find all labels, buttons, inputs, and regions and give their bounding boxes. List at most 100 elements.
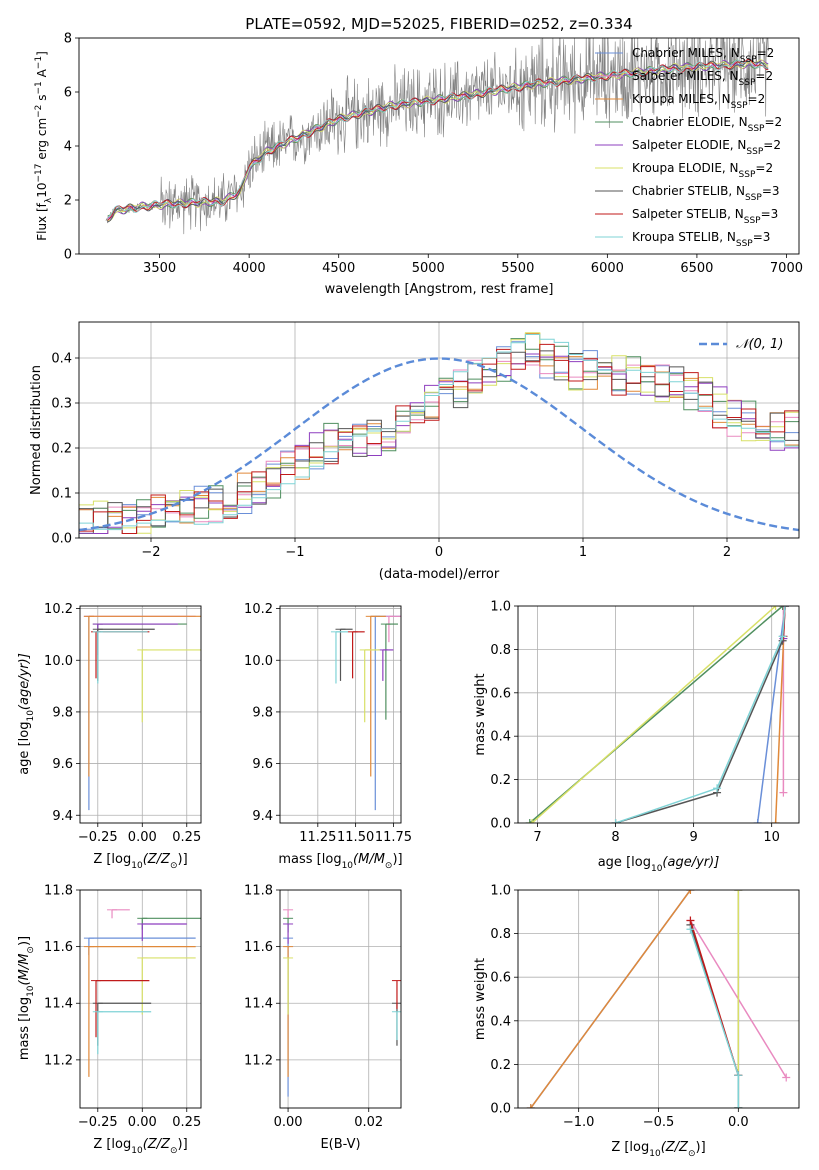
y-tick-label: 0.4 — [490, 730, 511, 745]
label-part: Salpeter ELODIE, N — [632, 138, 746, 152]
label-part: Kroupa ELODIE, N — [632, 161, 739, 175]
label-part: =2 — [763, 138, 781, 152]
label-part: ] — [35, 51, 49, 56]
y-tick-label: 0.3 — [51, 397, 72, 412]
x-axis-label: (data-model)/error — [379, 567, 500, 582]
weight-marker-salpeter_miles — [779, 606, 788, 610]
weight-marker-kroupa_stelib — [734, 1071, 743, 1080]
label-part: Kroupa STELIB, N — [632, 230, 736, 244]
y-tick-label: 10.0 — [244, 654, 273, 669]
label-part: mass [log — [17, 997, 32, 1060]
label-part: −17 — [34, 164, 44, 183]
label-part: SSP — [740, 55, 757, 65]
y-tick-label: 6 — [64, 86, 72, 101]
y-tick-label: 0.0 — [490, 817, 511, 832]
legend-label: Salpeter ELODIE, NSSP=2 — [632, 138, 781, 157]
weight-line-kroupa_elodie — [531, 606, 777, 823]
label-part: A — [35, 68, 49, 81]
weight-marker-chabrier_elodie — [778, 606, 787, 610]
x-tick-label: −0.25 — [78, 1115, 118, 1130]
x-tick-label: 7 — [533, 830, 541, 845]
legend-label: Salpeter MILES, NSSP=2 — [632, 69, 773, 88]
y-tick-label: 0.6 — [490, 686, 511, 701]
label-part: )] — [392, 852, 402, 867]
y-tick-label: 11.4 — [44, 997, 73, 1012]
panel-residuals: −2 −1 0 1 2 0.0 0.1 0.2 0.3 0.4 𝒩(0, 1) (data-model… — [29, 321, 800, 582]
label-part: ⊙ — [170, 861, 178, 871]
x-tick-label: 1 — [579, 545, 587, 560]
y-tick-label: 9.8 — [52, 705, 73, 720]
legend-label: Kroupa STELIB, NSSP=3 — [632, 230, 770, 249]
label-part: 10 — [649, 1149, 661, 1159]
x-tick-label: 0.00 — [128, 830, 157, 845]
hist-step-kroupa_elodie — [79, 332, 799, 538]
label-part: Chabrier ELODIE, N — [632, 115, 748, 129]
label-part: λ — [44, 197, 54, 203]
y-tick-label: 11.8 — [244, 884, 273, 899]
label-part: Salpeter MILES, N — [632, 69, 739, 83]
label-part: (age/yr)] — [662, 855, 719, 870]
x-axis-label: wavelength [Angstrom, rest frame] — [325, 282, 554, 297]
y-tick-label: 0.0 — [51, 532, 72, 547]
x-tick-label: 8 — [611, 830, 619, 845]
label-part: =3 — [753, 230, 771, 244]
hist-step-chabrier_stelib — [79, 350, 799, 538]
axes-frame — [79, 605, 202, 824]
weight-line-kroupa_stelib — [689, 928, 740, 1108]
y-tick-label: 9.6 — [52, 757, 73, 772]
panel-mass_vs_ebv: 0.00 0.02 11.2 11.4 11.6 11.8 E(B-V) — [244, 884, 402, 1152]
label-part: ⊙ — [688, 1149, 696, 1159]
x-tick-label: 0.25 — [172, 830, 201, 845]
x-tick-label: 5500 — [501, 261, 534, 276]
label-part: =2 — [748, 92, 766, 106]
weight-marker-kroupa_elodie — [734, 890, 743, 894]
hist-step-chabrier_elodie — [79, 338, 799, 538]
y-tick-label: 9.8 — [252, 705, 273, 720]
label-part: ⊙ — [26, 946, 36, 954]
label-part: (Z/Z — [143, 1137, 171, 1152]
y-tick-label: 9.4 — [52, 809, 73, 824]
label-part: Z [log — [93, 852, 131, 867]
label-part: age [log — [17, 722, 32, 775]
y-tick-label: 0.2 — [51, 442, 72, 457]
weight-marker-kroupa_miles — [526, 1104, 535, 1108]
label-part: (M/M — [17, 954, 32, 986]
weight-marker-kroupa_stelib — [686, 925, 695, 934]
weight-line-chabrier_stelib — [615, 606, 786, 823]
model-line-salpeter_stelib — [107, 58, 769, 221]
legend-label: 𝒩(0, 1) — [736, 337, 783, 352]
plot-area-mass_vs_Z — [80, 890, 201, 1108]
y-tick-label: 0.2 — [490, 1058, 511, 1073]
plot-area-mass_weight_vs_age — [518, 606, 799, 823]
x-tick-label: 4000 — [233, 261, 266, 276]
x-tick-label: 7000 — [770, 261, 803, 276]
y-tick-label: 1.0 — [490, 884, 511, 899]
x-axis-label: E(B-V) — [320, 1137, 360, 1152]
y-tick-label: 9.6 — [252, 757, 273, 772]
label-part: age [log — [598, 855, 651, 870]
panel-mass_weight_vs_Z: −1.0 −0.5 0.0 0.0 0.2 0.4 0.6 0.8 1.0 Z [log10(Z/… — [473, 884, 800, 1159]
plot-area-age_vs_Z — [80, 606, 201, 823]
weight-marker-kroupa_stelib — [713, 784, 722, 793]
x-tick-label: −1 — [285, 545, 304, 560]
weight-marker-kroupa_stelib — [778, 632, 787, 641]
y-tick-label: 0.8 — [490, 927, 511, 942]
hist-step-salpeter_elodie — [79, 353, 799, 538]
label-part: =2 — [764, 115, 782, 129]
figure-title: PLATE=0592, MJD=52025, FIBERID=0252, z=0… — [245, 15, 632, 33]
x-tick-label: 0.0 — [728, 1115, 749, 1130]
label-part: s — [35, 95, 49, 105]
weight-marker-kroupa_stelib — [611, 819, 620, 823]
label-part: Z [log — [611, 1140, 649, 1155]
label-part: Salpeter STELIB, N — [632, 207, 744, 221]
y-tick-label: 11.2 — [244, 1053, 273, 1068]
legend-label: Chabrier STELIB, NSSP=3 — [632, 184, 780, 203]
plot-area-mass_vs_ebv — [280, 890, 401, 1108]
legend-label: Chabrier MILES, NSSP=2 — [632, 46, 774, 65]
model-line-kroupa_stelib — [107, 59, 769, 218]
label-part: (age/yr)] — [17, 653, 32, 710]
label-part: SSP — [739, 78, 756, 88]
hist-step-kroupa_stelib — [79, 334, 799, 538]
x-axis-label: mass [log10(M/M⊙)] — [278, 852, 402, 871]
